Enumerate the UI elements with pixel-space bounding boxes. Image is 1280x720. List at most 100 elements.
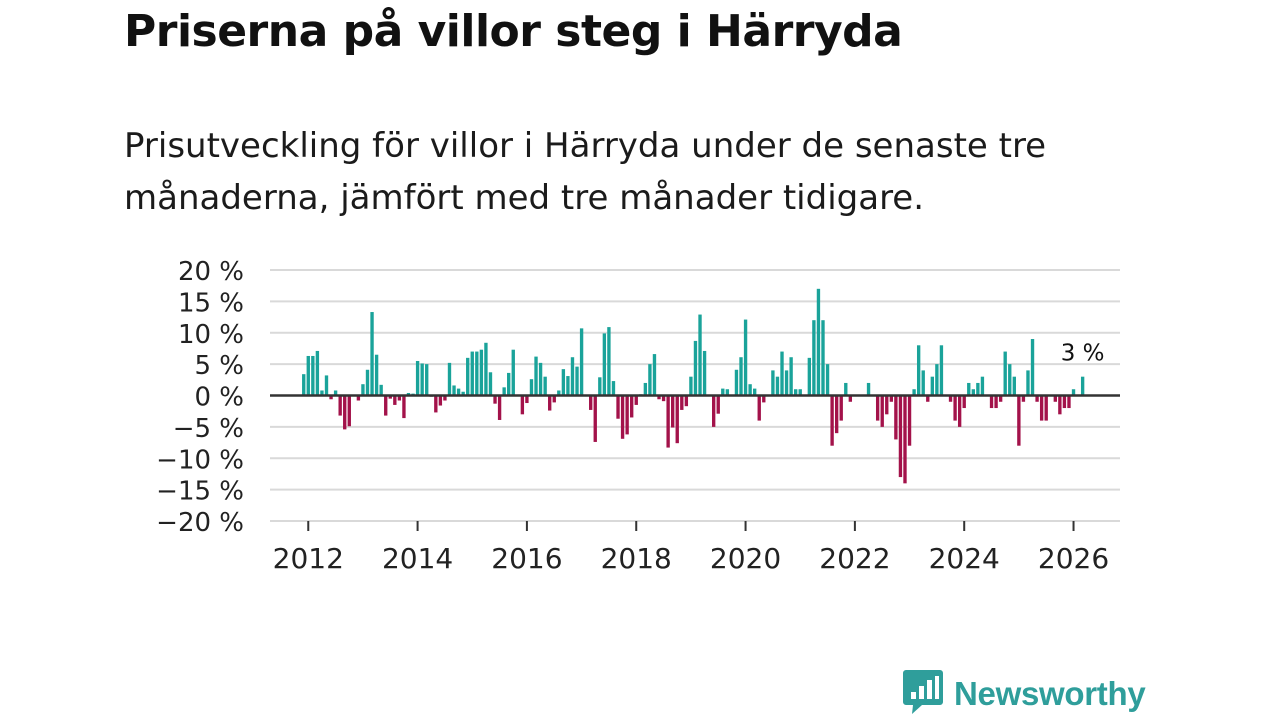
- bar: [374, 354, 379, 396]
- bar: [507, 372, 511, 396]
- bar: [379, 384, 383, 396]
- bar: [1080, 376, 1085, 396]
- bar: [420, 363, 424, 396]
- bar: [885, 395, 889, 415]
- bar: [347, 395, 351, 427]
- label-layer: 20 %15 %10 %5 %0 %−5 %−10 %−15 %−20 % 201…: [156, 257, 1109, 575]
- bar: [370, 312, 374, 396]
- bar: [771, 370, 775, 396]
- bar: [634, 395, 638, 405]
- bar: [593, 395, 597, 442]
- bar: [757, 395, 761, 421]
- bar: [543, 376, 547, 396]
- y-tick-label: −20 %: [156, 508, 244, 538]
- bar: [384, 395, 388, 416]
- chart-subtitle: Prisutveckling för villor i Härryda unde…: [124, 126, 1047, 218]
- bar: [320, 390, 324, 396]
- bar: [780, 351, 784, 396]
- last-value-label: 3 %: [1061, 341, 1105, 367]
- bar: [302, 374, 306, 396]
- x-tick-label: 2022: [819, 542, 890, 575]
- newsworthy-logo: Newsworthy: [902, 670, 1146, 718]
- bar: [739, 357, 743, 396]
- bar: [971, 389, 975, 396]
- bar: [652, 354, 657, 396]
- bar: [1053, 395, 1057, 402]
- bar: [479, 349, 484, 396]
- bar: [994, 395, 998, 409]
- bar: [1021, 395, 1026, 402]
- bar: [620, 395, 625, 439]
- y-tick-label: −10 %: [156, 445, 244, 475]
- x-tick-label: 2024: [929, 542, 1000, 575]
- bar: [693, 340, 698, 396]
- bar: [953, 395, 957, 421]
- bar: [315, 350, 320, 396]
- bar: [397, 395, 402, 401]
- bar: [898, 395, 903, 478]
- bar: [916, 345, 921, 396]
- bar: [816, 288, 821, 396]
- bar: [1012, 376, 1016, 396]
- bar: [561, 369, 566, 396]
- bar: [821, 320, 825, 396]
- bar: [844, 382, 848, 396]
- bar: [557, 390, 561, 396]
- bar: [630, 395, 634, 418]
- bar: [502, 387, 506, 396]
- bar: [393, 395, 397, 405]
- bar: [675, 395, 679, 444]
- bar: [712, 395, 716, 427]
- newsworthy-wordmark: Newsworthy: [954, 675, 1146, 712]
- bar: [930, 376, 934, 396]
- bar: [716, 395, 720, 414]
- x-tick-label: 2018: [601, 542, 672, 575]
- bar: [365, 369, 370, 396]
- bar: [666, 395, 670, 448]
- bar: [575, 366, 579, 396]
- bar: [520, 395, 525, 415]
- bar: [461, 391, 465, 396]
- bar: [552, 395, 556, 403]
- bar: [784, 370, 789, 396]
- bar: [611, 381, 616, 396]
- bar: [625, 395, 629, 435]
- bar: [948, 395, 953, 402]
- bar: [538, 362, 543, 396]
- bar: [721, 388, 725, 396]
- bar: [616, 395, 620, 419]
- bar: [812, 320, 816, 396]
- bar: [311, 355, 315, 396]
- bar: [415, 360, 420, 396]
- bar: [548, 395, 552, 411]
- bar: [657, 395, 661, 400]
- bar: [306, 355, 310, 396]
- bar: [1008, 364, 1012, 396]
- bar: [402, 395, 406, 419]
- y-tick-label: −15 %: [156, 477, 244, 507]
- bar: [734, 369, 739, 396]
- bar: [789, 357, 793, 396]
- bar: [967, 382, 971, 396]
- bar: [388, 395, 392, 399]
- bar: [607, 327, 611, 396]
- bar: [834, 395, 839, 434]
- bar: [935, 364, 939, 396]
- x-tick-label: 2016: [491, 542, 562, 575]
- bar: [725, 389, 730, 396]
- bar: [798, 389, 802, 396]
- bar: [1044, 395, 1048, 421]
- bar: [443, 395, 447, 401]
- bar: [830, 395, 834, 446]
- bar: [425, 364, 429, 396]
- bar: [579, 328, 584, 396]
- bar: [497, 395, 502, 420]
- bar: [488, 372, 493, 396]
- bar: [1017, 395, 1021, 446]
- bar: [1035, 395, 1039, 402]
- bar: [989, 395, 994, 409]
- bar: [529, 379, 534, 396]
- bar: [807, 357, 812, 396]
- bar: [452, 385, 456, 396]
